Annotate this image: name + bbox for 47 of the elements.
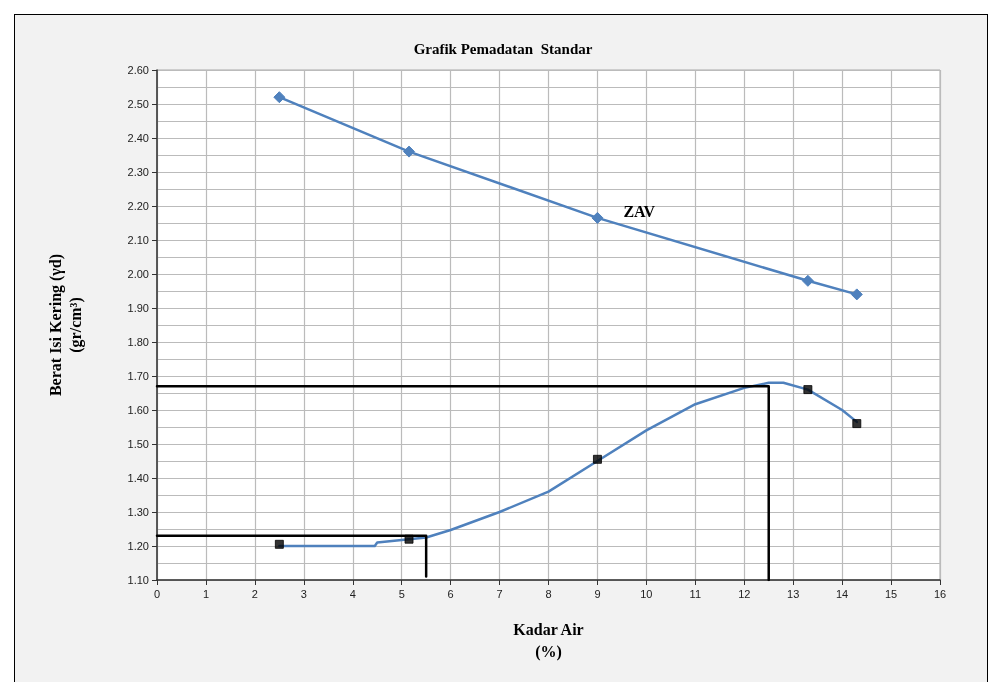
x-tick-label: 5 bbox=[398, 587, 405, 600]
y-tick-label: 1.70 bbox=[127, 370, 149, 382]
x-tick-label: 10 bbox=[640, 587, 653, 600]
y-tick-label: 1.20 bbox=[127, 540, 149, 552]
y-tick-label: 1.10 bbox=[127, 574, 149, 586]
x-tick-label: 14 bbox=[836, 587, 849, 600]
x-tick-label: 15 bbox=[884, 587, 898, 600]
x-tick-label: 11 bbox=[689, 587, 702, 600]
point bbox=[404, 534, 414, 544]
x-tick-label: 12 bbox=[738, 587, 751, 600]
x-axis-title: Kadar Air (%) bbox=[513, 620, 584, 661]
x-tick-label: 13 bbox=[787, 587, 800, 600]
point bbox=[592, 454, 602, 464]
series-label: ZAV bbox=[623, 203, 656, 221]
point bbox=[850, 288, 863, 301]
x-tick-label: 2 bbox=[251, 587, 258, 600]
y-tick-label: 1.90 bbox=[127, 302, 149, 314]
y-tick-label: 1.60 bbox=[127, 404, 149, 416]
y-tick-label: 2.20 bbox=[127, 200, 149, 212]
x-tick-label: 16 bbox=[933, 587, 947, 600]
point bbox=[852, 419, 862, 429]
y-tick-label: 2.60 bbox=[127, 64, 149, 76]
x-tick-label: 7 bbox=[496, 587, 503, 600]
y-tick-label: 2.50 bbox=[127, 98, 149, 110]
y-tick-label: 1.80 bbox=[127, 336, 149, 348]
x-tick-label: 8 bbox=[545, 587, 552, 600]
y-axis-title: Berat Isi Kering (γd) (gr/cm³) bbox=[46, 253, 85, 397]
y-tick-label: 2.30 bbox=[127, 166, 149, 178]
chart-title: Grafik Pemadatan Standar bbox=[413, 40, 593, 57]
point bbox=[274, 539, 284, 549]
y-tick-label: 2.10 bbox=[127, 234, 149, 246]
point bbox=[801, 274, 814, 287]
x-tick-label: 0 bbox=[153, 587, 161, 600]
y-tick-label: 2.40 bbox=[127, 132, 149, 144]
x-tick-label: 4 bbox=[349, 587, 356, 600]
x-tick-label: 1 bbox=[202, 587, 209, 600]
point bbox=[591, 211, 604, 224]
point bbox=[403, 145, 416, 158]
x-tick-label: 9 bbox=[594, 587, 601, 600]
y-tick-label: 1.30 bbox=[127, 506, 149, 518]
point bbox=[803, 385, 813, 395]
x-tick-label: 6 bbox=[447, 587, 454, 600]
y-tick-label: 1.40 bbox=[127, 472, 149, 484]
y-tick-label: 2.00 bbox=[127, 268, 149, 280]
y-tick-label: 1.50 bbox=[127, 438, 149, 450]
x-tick-label: 3 bbox=[300, 587, 307, 600]
point bbox=[273, 91, 286, 104]
